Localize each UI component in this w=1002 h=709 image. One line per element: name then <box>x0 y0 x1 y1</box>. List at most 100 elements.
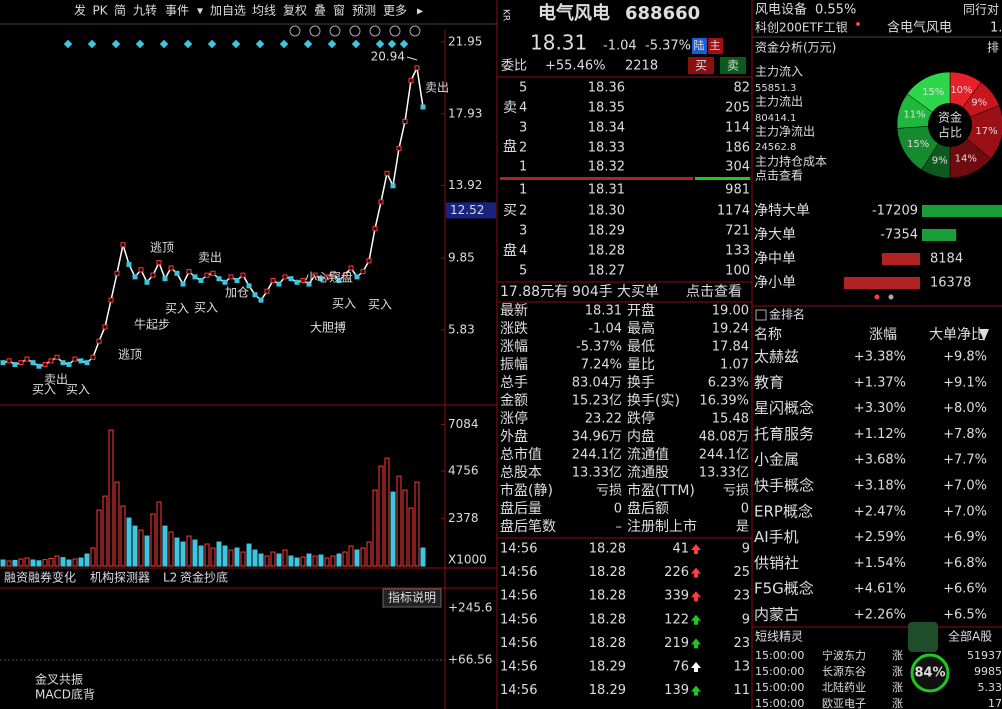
book-price: 18.34 <box>588 121 625 136</box>
book-price: 18.27 <box>588 264 625 279</box>
macd-tick-label: +66.56 <box>448 653 492 667</box>
candle <box>84 360 90 366</box>
toolbar-button[interactable]: 复权 <box>283 4 307 18</box>
tick-price: 18.28 <box>589 612 626 627</box>
signal-label: 买入 <box>368 298 392 312</box>
volume-bar <box>330 555 336 567</box>
toolbar-button[interactable]: 发 <box>74 3 86 18</box>
volume-bar <box>66 559 72 567</box>
candle <box>414 65 420 71</box>
tick-count: 9 <box>742 542 750 557</box>
rank-cell: +3.38% <box>854 350 906 365</box>
toolbar-button[interactable]: 预测 <box>352 4 376 18</box>
stat-label: 涨幅 <box>500 339 528 355</box>
book-bar-red <box>500 177 693 180</box>
stat-value: 6.23% <box>708 376 749 391</box>
candle <box>156 260 162 266</box>
tick-count: 13 <box>733 660 750 675</box>
book-price: 18.29 <box>588 224 625 239</box>
candle <box>360 269 366 275</box>
tick-price: 18.29 <box>589 660 626 675</box>
ratio: +55.46% <box>545 59 605 74</box>
panel-tab[interactable]: 机构探测器 <box>90 570 150 585</box>
toolbar-button[interactable]: 更多 <box>383 4 407 18</box>
toolbar-button[interactable]: 简 <box>114 4 126 18</box>
volume-bar <box>108 429 114 567</box>
toolbar-button[interactable]: ▸ <box>417 4 423 18</box>
candle <box>312 272 318 278</box>
toolbar-button[interactable]: PK <box>92 4 108 18</box>
volume-bar <box>144 535 150 567</box>
rank-cell[interactable]: 小金属 <box>754 451 799 469</box>
stat-label: 金额 <box>500 393 528 409</box>
rank-cell[interactable]: 太赫兹 <box>754 348 799 366</box>
candle <box>132 274 138 280</box>
toolbar-button[interactable]: 均线 <box>252 4 276 18</box>
stat-label: 市盈(静) <box>500 482 553 499</box>
rank-cell[interactable]: 托育服务 <box>754 425 814 443</box>
alert-cell: 北陆药业 <box>822 680 866 694</box>
toolbar-button[interactable]: 加自选 <box>210 4 246 18</box>
flow-label: 净中单 <box>754 251 796 267</box>
score-badge: 84% <box>914 666 945 681</box>
pie-label: 15% <box>922 87 944 98</box>
pie-label: 10% <box>950 85 972 96</box>
rank-cell[interactable]: ERP概念 <box>754 502 813 520</box>
stat-value: -5.37% <box>576 340 622 355</box>
toolbar-button[interactable]: ▾ <box>197 4 203 18</box>
stat-value: 34.96万 <box>572 430 622 445</box>
peer-link[interactable]: 同行对 <box>963 3 999 17</box>
volume-bar <box>114 481 120 567</box>
rank-cell: +6.8% <box>943 556 987 571</box>
volume-bar <box>270 551 276 567</box>
rank-cell[interactable]: 教育 <box>754 373 784 391</box>
toolbar-button[interactable]: 叠 <box>314 4 326 18</box>
signal-label: 买入 <box>32 383 56 397</box>
rank-cell: +6.6% <box>943 582 987 597</box>
candle <box>306 281 312 287</box>
stat-value: 83.04万 <box>572 376 622 391</box>
signal-diamond <box>231 39 241 49</box>
signal-label: 大胆搏 <box>310 321 346 335</box>
flow-value: -7354 <box>880 228 918 243</box>
candle <box>6 358 12 364</box>
rank-cell[interactable]: 供销社 <box>754 554 799 572</box>
panel-tab[interactable]: 融资融券变化 <box>4 570 76 585</box>
volume-bar <box>216 541 222 567</box>
volume-bar <box>372 489 378 567</box>
sell-button[interactable]: 卖 <box>727 59 739 73</box>
rank-cell[interactable]: 快手概念 <box>754 477 814 495</box>
panel-tab[interactable]: 资金抄底 <box>180 570 228 585</box>
stat-label: 流通股 <box>627 465 669 481</box>
rank-cell[interactable]: AI手机 <box>754 528 799 546</box>
toolbar-button[interactable]: 九转 <box>133 3 157 18</box>
book-bar-green <box>695 177 750 180</box>
tick-price: 18.28 <box>589 565 626 580</box>
book-volume: 133 <box>725 244 750 259</box>
volume-bar <box>396 475 402 567</box>
indicator-button[interactable]: 指标说明 <box>388 590 436 605</box>
stat-value: 亏损 <box>596 484 622 499</box>
ratio-diff: 2218 <box>625 59 658 74</box>
candle <box>252 292 258 298</box>
buy-button[interactable]: 买 <box>695 59 707 73</box>
panel-tab[interactable]: L2 <box>163 571 177 585</box>
signal-label: 小心窥盘 <box>305 270 353 285</box>
alert-cell: 长源东谷 <box>822 664 866 678</box>
toolbar-button[interactable]: 窗 <box>333 4 345 18</box>
rank-cell[interactable]: 星闪概念 <box>754 399 814 417</box>
side-tab: KR <box>501 9 511 21</box>
alerts-scope[interactable]: 全部A股 <box>948 629 992 644</box>
volume-bar <box>360 547 366 567</box>
toolbar-button[interactable]: 事件 <box>165 4 189 18</box>
pie-label: 9% <box>932 156 948 167</box>
rank-cell[interactable]: 内蒙古 <box>754 606 799 624</box>
tick-arrow <box>691 638 701 649</box>
rank-cell: +7.8% <box>943 427 987 442</box>
big-order[interactable]: 点击查看 <box>686 284 742 300</box>
rank-cell[interactable]: F5G概念 <box>754 580 814 598</box>
rank-header: 名称 <box>754 327 782 343</box>
signal-label: 买入 <box>332 297 356 311</box>
signal-diamond <box>159 39 169 49</box>
book-volume: 82 <box>733 81 750 96</box>
